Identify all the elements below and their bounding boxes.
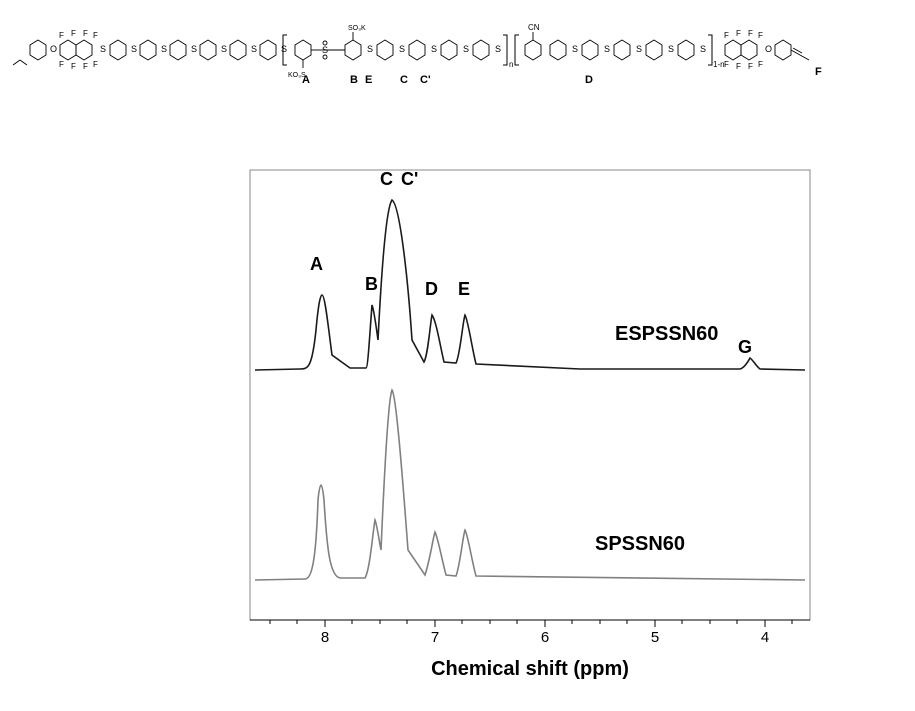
so3k-label-2: SO₃K [348,25,366,32]
structure-position-labels: A B E C C' D F [302,66,822,86]
svg-text:S: S [221,44,227,54]
tick-7: 7 [431,629,439,646]
svg-text:S: S [495,44,501,54]
peak-label-G: G [738,337,752,357]
plot-frame [250,170,810,620]
tick-4: 4 [761,629,769,646]
trace-espssn60 [255,200,805,370]
svg-text:S: S [281,44,287,54]
spectrum-svg: A B C C' D E G ESPSSN60 SPSSN60 8 7 6 5 … [180,130,820,690]
svg-text:F: F [736,62,741,71]
svg-text:S: S [431,44,437,54]
svg-text:S: S [636,44,642,54]
s-linker-1: S [100,44,106,54]
svg-text:S: S [131,44,137,54]
svg-text:F: F [758,31,763,40]
label-D: D [585,74,593,86]
structure-svg: O FFFF FFFF S S S S S S S [5,5,910,90]
svg-text:S: S [463,44,469,54]
svg-text:F: F [724,60,729,69]
svg-text:S: S [668,44,674,54]
chemical-structure: O FFFF FFFF S S S S S S S [5,5,910,90]
svg-text:S: S [604,44,610,54]
x-axis: 8 7 6 5 4 [250,620,810,646]
tick-5: 5 [651,629,659,646]
svg-text:S: S [191,44,197,54]
label-B: B [350,74,358,86]
peak-label-D: D [425,279,438,299]
svg-text:S: S [367,44,373,54]
svg-text:F: F [758,60,763,69]
svg-text:S: S [322,45,328,55]
svg-text:F: F [93,31,98,40]
label-F: F [815,66,822,78]
subscript-1n: 1-n [713,60,725,69]
peak-label-B: B [365,274,378,294]
label-E: E [365,74,372,86]
nmr-spectrum: A B C C' D E G ESPSSN60 SPSSN60 8 7 6 5 … [180,130,820,690]
svg-text:F: F [724,31,729,40]
label-C: C [400,74,408,86]
svg-text:F: F [748,29,753,38]
svg-text:S: S [161,44,167,54]
label-A: A [302,74,310,86]
svg-text:F: F [83,29,88,38]
svg-text:F: F [71,29,76,38]
o-linker-1: O [50,44,57,54]
o-linker-2: O [765,44,772,54]
svg-text:F: F [59,60,64,69]
peak-label-E: E [458,279,470,299]
sample-label-bottom: SPSSN60 [595,533,685,555]
peak-label-A: A [310,254,323,274]
svg-text:S: S [399,44,405,54]
svg-text:F: F [83,62,88,71]
cn-label: CN [528,23,540,32]
peak-label-Cp: C' [401,169,418,189]
subscript-n: n [509,60,513,69]
svg-text:F: F [71,62,76,71]
svg-text:S: S [572,44,578,54]
tick-8: 8 [321,629,329,646]
svg-text:F: F [736,29,741,38]
x-axis-label: Chemical shift (ppm) [431,658,629,680]
tick-6: 6 [541,629,549,646]
svg-text:F: F [93,60,98,69]
svg-text:F: F [748,62,753,71]
svg-text:S: S [251,44,257,54]
trace-spssn60 [255,390,805,580]
label-Cp: C' [420,74,431,86]
sample-label-top: ESPSSN60 [615,323,718,345]
peak-label-C: C [380,169,393,189]
svg-text:S: S [700,44,706,54]
svg-text:F: F [59,31,64,40]
